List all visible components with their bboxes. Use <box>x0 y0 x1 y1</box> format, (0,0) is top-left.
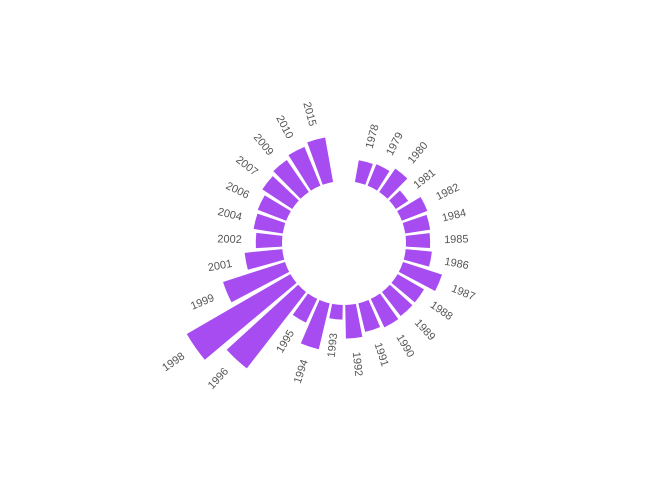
bars <box>186 137 442 369</box>
bar-2001 <box>244 249 285 270</box>
year-label-1998: 1998 <box>160 350 187 374</box>
year-label-1993: 1993 <box>326 333 341 359</box>
bar-1992 <box>345 303 363 339</box>
year-label-1985: 1985 <box>444 233 469 246</box>
year-label-1984: 1984 <box>441 207 468 225</box>
year-label-1988: 1988 <box>428 299 455 323</box>
bar-1993 <box>329 303 343 320</box>
bar-1989 <box>381 284 413 317</box>
bar-2004 <box>253 213 286 234</box>
bar-1981 <box>389 190 409 209</box>
bar-1984 <box>402 214 431 234</box>
bar-2002 <box>255 232 283 249</box>
bar-1998 <box>186 274 297 360</box>
year-label-1981: 1981 <box>411 167 438 192</box>
bar-2010 <box>288 146 321 191</box>
year-label-2001: 2001 <box>207 258 233 274</box>
year-label-1991: 1991 <box>372 341 391 368</box>
bar-1978 <box>354 160 373 185</box>
bar-1988 <box>391 274 425 303</box>
year-label-1979: 1979 <box>384 130 406 157</box>
year-label-1992: 1992 <box>350 351 365 377</box>
year-label-1980: 1980 <box>406 140 431 167</box>
year-label-2009: 2009 <box>251 132 276 159</box>
bar-1996 <box>226 284 307 369</box>
year-label-2004: 2004 <box>216 206 243 224</box>
year-label-2002: 2002 <box>217 233 242 246</box>
bar-2015 <box>307 137 334 185</box>
bar-1999 <box>223 262 290 303</box>
bar-1982 <box>397 197 428 221</box>
year-label-1999: 1999 <box>189 292 216 313</box>
bar-1986 <box>403 249 432 267</box>
year-label-1986: 1986 <box>443 256 469 272</box>
bar-1990 <box>370 293 399 328</box>
bar-2006 <box>257 195 291 221</box>
bar-2007 <box>262 176 299 209</box>
bar-2009 <box>273 159 309 199</box>
bar-1995 <box>292 293 318 323</box>
bar-1994 <box>300 299 330 350</box>
year-label-1996: 1996 <box>206 366 231 392</box>
bar-1991 <box>358 299 381 332</box>
bar-1980 <box>379 168 408 199</box>
year-label-2006: 2006 <box>224 180 251 202</box>
bar-1979 <box>367 164 390 191</box>
bar-1987 <box>398 262 442 291</box>
year-label-2015: 2015 <box>300 101 318 128</box>
year-label-1978: 1978 <box>364 123 382 150</box>
bar-1985 <box>405 233 431 249</box>
year-label-1994: 1994 <box>292 358 311 385</box>
year-label-1990: 1990 <box>394 332 417 359</box>
year-label-1995: 1995 <box>274 328 297 355</box>
year-label-1982: 1982 <box>434 181 461 203</box>
year-label-1989: 1989 <box>412 317 437 343</box>
year-label-2007: 2007 <box>233 154 260 179</box>
year-label-1987: 1987 <box>450 283 477 304</box>
year-label-2010: 2010 <box>273 114 295 141</box>
